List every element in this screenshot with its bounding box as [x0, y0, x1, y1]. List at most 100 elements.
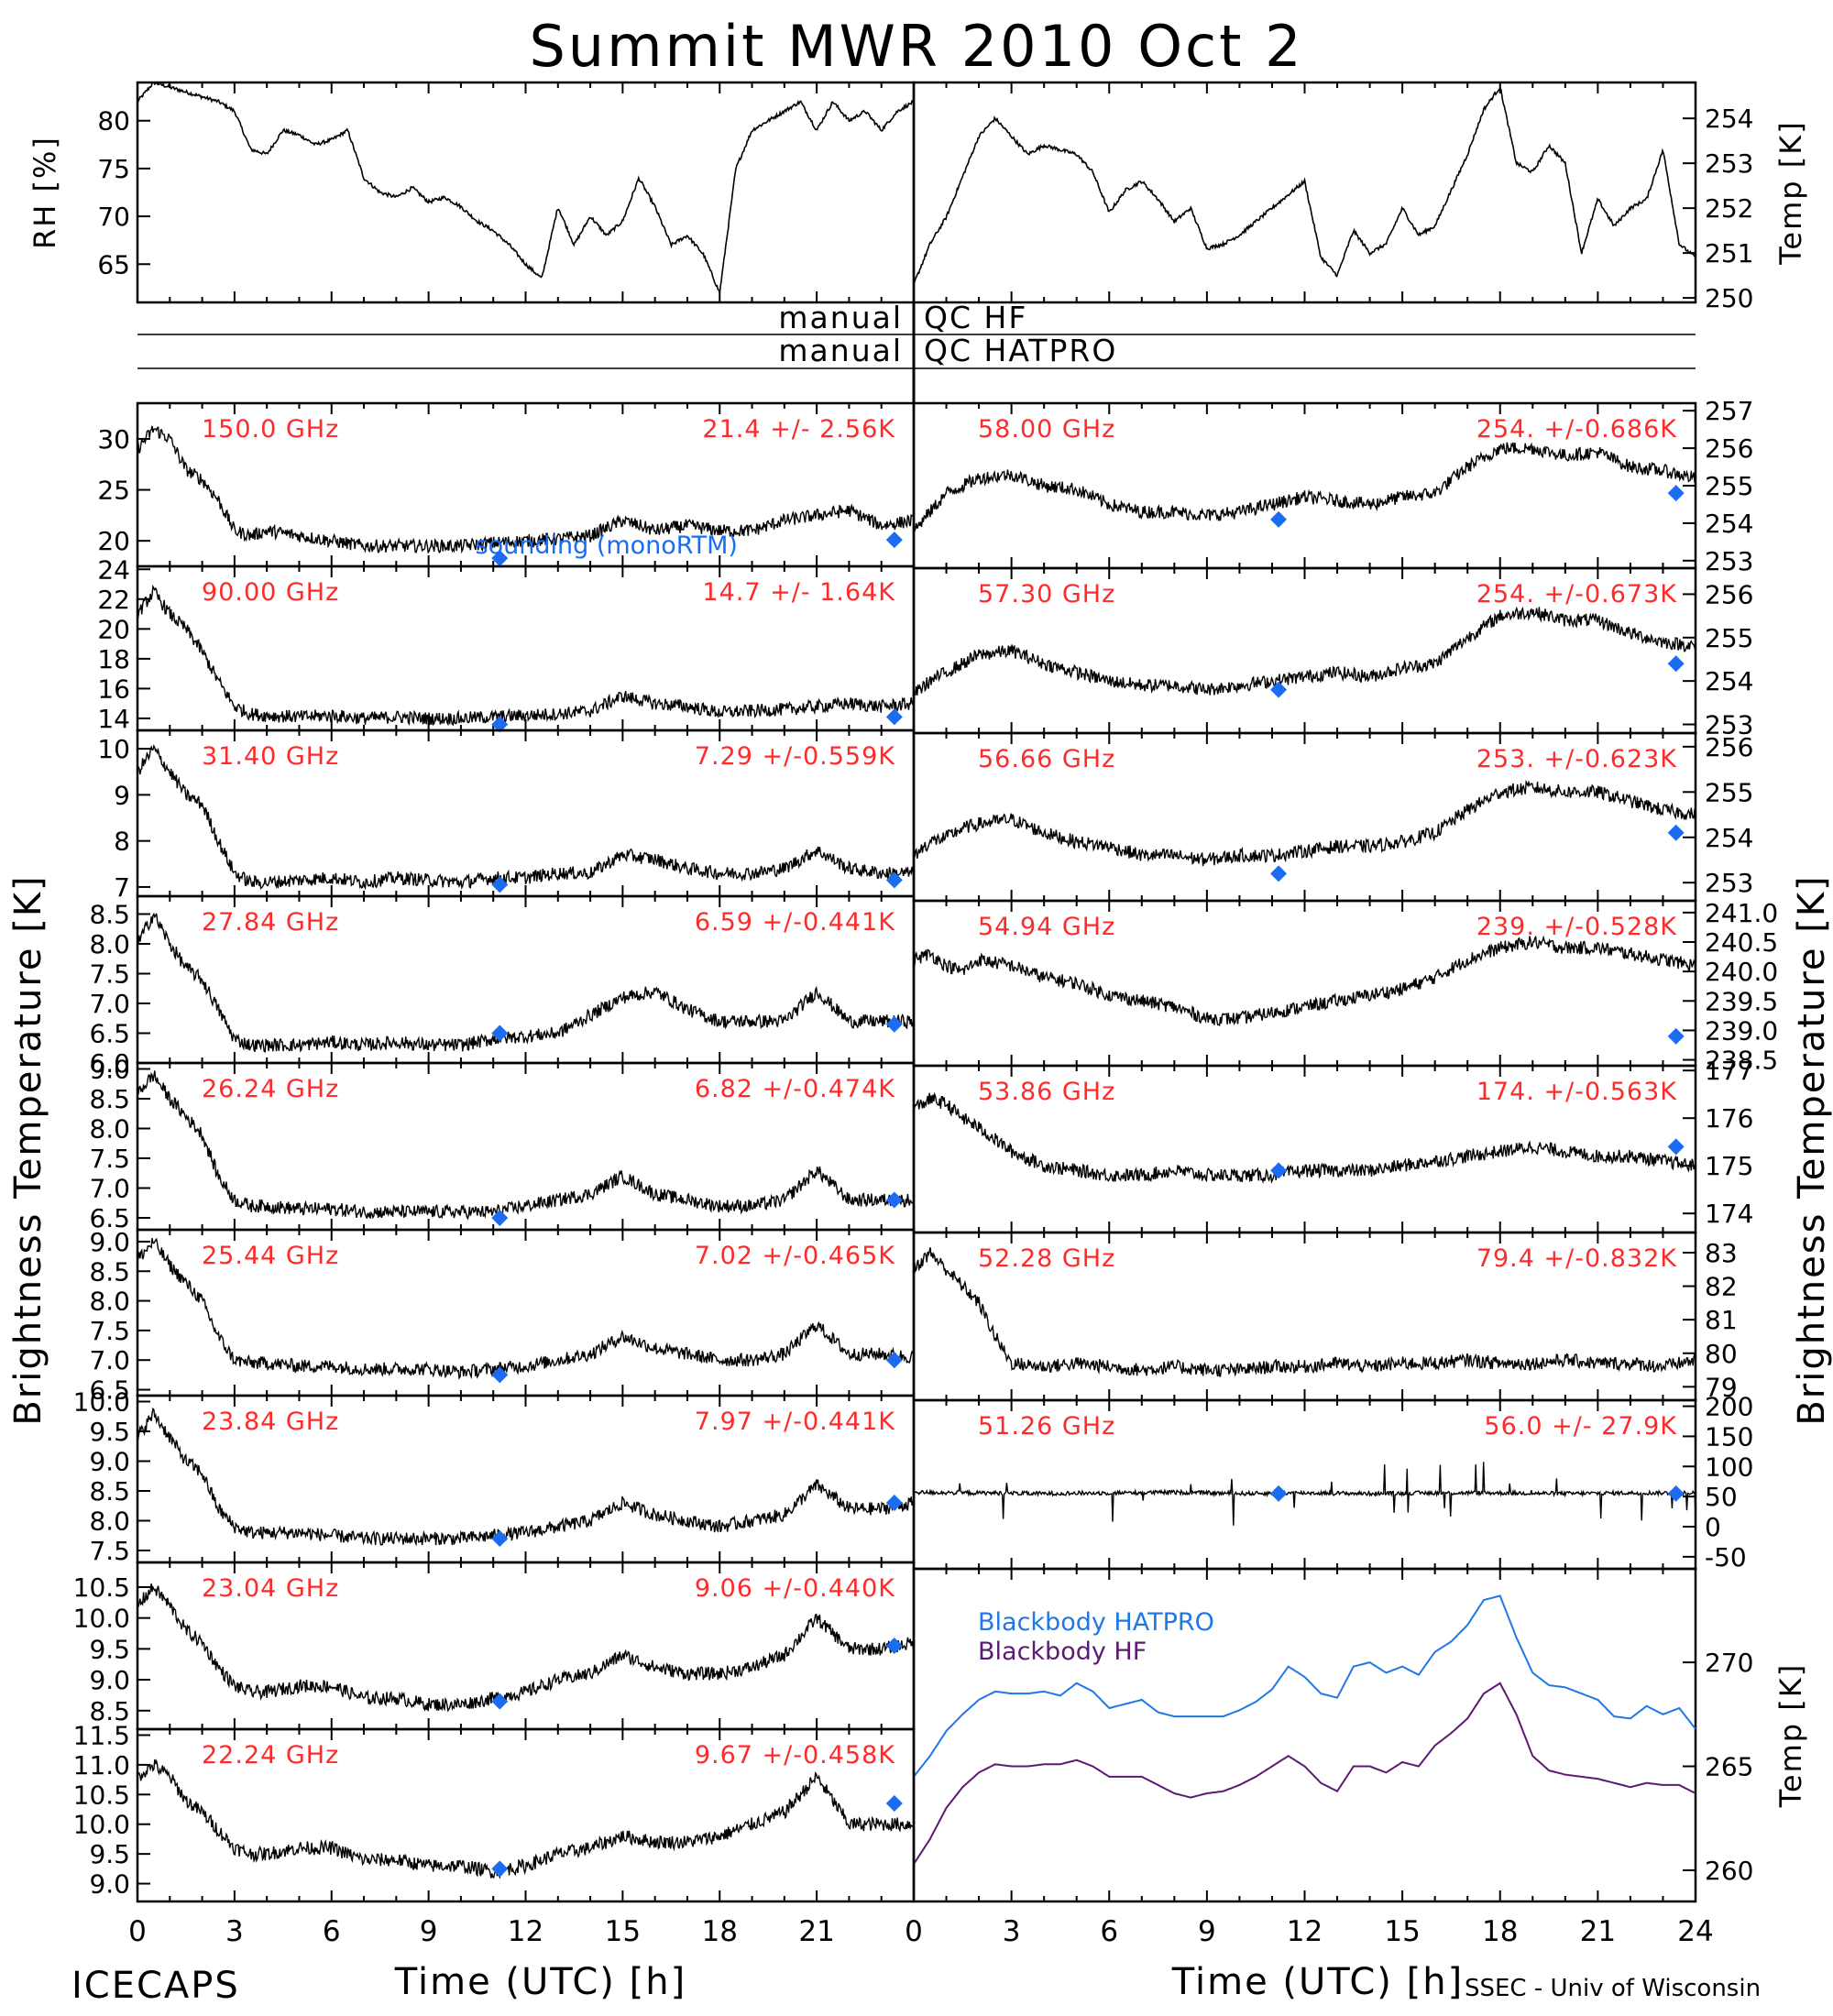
- y-tick-label: 200: [1705, 1392, 1753, 1422]
- y-tick-label: 8.5: [89, 1256, 130, 1287]
- panel-ch5386: 174 175 176 177 53.86 GHz 174. +/-0.563K: [912, 1056, 1753, 1234]
- sounding-marker: [885, 871, 903, 889]
- y-tick-label: 0: [1705, 1512, 1721, 1542]
- sounding-marker: [491, 1860, 509, 1878]
- y-tick-label: 176: [1705, 1103, 1753, 1134]
- y-tick-label: 6.5: [89, 1019, 130, 1049]
- data-trace: [913, 779, 1696, 867]
- sounding-marker: [885, 1015, 903, 1033]
- panel-frame: [136, 81, 916, 304]
- channel-stats: 7.97 +/-0.441K: [695, 1408, 895, 1436]
- y-tick-label: 7.5: [89, 1316, 130, 1346]
- channel-stats: 253. +/-0.623K: [1476, 745, 1677, 773]
- x-axis-label-right: Time (UTC) [h]: [1171, 1961, 1464, 2003]
- y-tick-label: 177: [1705, 1056, 1753, 1086]
- channel-frequency: 57.30 GHz: [978, 580, 1115, 608]
- y-tick-label: 6.5: [89, 1375, 130, 1406]
- y-tick-label: 10.5: [73, 1572, 130, 1603]
- y-tick-label: 80: [97, 106, 130, 137]
- y-tick-label: 9.5: [89, 1634, 130, 1664]
- y-tick-label: 11.5: [73, 1720, 130, 1750]
- sounding-marker: [885, 1191, 903, 1209]
- y-tick-label: 254: [1705, 509, 1753, 539]
- x-tick-label-left: 6: [323, 1915, 341, 1948]
- y-tick-label: 8.5: [89, 1084, 130, 1114]
- qc-hatpro-left-label: manual: [778, 333, 903, 368]
- channel-stats: 56.0 +/- 27.9K: [1484, 1412, 1677, 1441]
- y-tick-label: 240.5: [1705, 927, 1778, 958]
- y-tick-label: -50: [1705, 1542, 1747, 1572]
- channel-frequency: 56.66 GHz: [978, 745, 1115, 773]
- channel-frequency: 26.24 GHz: [202, 1075, 339, 1103]
- channel-frequency: 54.94 GHz: [978, 913, 1115, 941]
- sounding-marker: [491, 1366, 509, 1384]
- channel-frequency: 23.84 GHz: [202, 1408, 339, 1436]
- x-tick-label-left: 0: [128, 1915, 147, 1948]
- y-tick-label: 265: [1705, 1752, 1753, 1782]
- qc-hatpro-right-label: QC HATPRO: [924, 333, 1117, 368]
- footer-left: ICECAPS: [71, 1965, 240, 2007]
- data-trace: [137, 912, 915, 1053]
- panel-ch5666: 253 254 255 256 56.66 GHz 253. +/-0.623K: [912, 731, 1753, 903]
- y-tick-label: 241.0: [1705, 898, 1778, 928]
- y-tick-label: 16: [97, 674, 130, 704]
- y-axis-label: Temp [K]: [1773, 120, 1808, 265]
- sounding-marker: [1270, 681, 1288, 698]
- panel-frame: [912, 81, 1697, 304]
- y-tick-label: 83: [1705, 1238, 1738, 1268]
- y-tick-label: 270: [1705, 1648, 1753, 1678]
- sounding-marker: [1667, 485, 1685, 502]
- y-tick-label: 18: [97, 644, 130, 674]
- channel-stats: 21.4 +/- 2.56K: [702, 415, 895, 444]
- sounding-marker: [1270, 510, 1288, 528]
- channel-frequency: 52.28 GHz: [978, 1244, 1115, 1273]
- channel-stats: 79.4 +/-0.832K: [1476, 1244, 1677, 1273]
- y-tick-label: 6.5: [89, 1203, 130, 1233]
- channel-frequency: 51.26 GHz: [978, 1412, 1115, 1441]
- y-tick-label: 253: [1705, 710, 1753, 740]
- channel-stats: 9.06 +/-0.440K: [695, 1574, 895, 1603]
- panel-temp: 250 251 252 253 254 Temp [K]: [912, 81, 1808, 313]
- y-tick-label: 9.0: [89, 1869, 130, 1900]
- y-tick-label: 10.0: [73, 1810, 130, 1840]
- y-tick-label: 50: [1705, 1482, 1738, 1512]
- series-line-hf: [913, 1682, 1696, 1865]
- y-tick-label: 9.0: [89, 1447, 130, 1477]
- x-tick-labels: 0 3 6 9 12 15 18 21 0 3 6 9 12 15 18 21 24: [128, 1915, 1714, 1948]
- y-tick-label: 9: [114, 780, 130, 810]
- channel-frequency: 27.84 GHz: [202, 908, 339, 937]
- panel-ch2224: 9.09.510.010.511.011.5 22.24 GHz 9.67 +/-0…: [73, 1720, 916, 1903]
- y-tick-label: 25: [97, 476, 130, 506]
- sounding-marker: [491, 1024, 509, 1042]
- y-tick-label: 9.0: [89, 1055, 130, 1085]
- sounding-marker: [491, 1693, 509, 1710]
- sounding-marker: [885, 1495, 903, 1511]
- y-tick-label: 20: [97, 614, 130, 644]
- y-tick-label: 257: [1705, 396, 1753, 426]
- y-tick-label: 8.5: [89, 900, 130, 930]
- y-tick-label: 8.0: [89, 929, 130, 959]
- channel-stats: 7.29 +/-0.559K: [695, 742, 895, 771]
- y-axis-label: Temp [K]: [1773, 1663, 1808, 1808]
- data-trace: [913, 1462, 1696, 1526]
- y-tick-label: 253: [1705, 148, 1753, 179]
- y-tick-label: 7: [114, 872, 130, 903]
- y-tick-label: 8.0: [89, 1114, 130, 1145]
- y-tick-label: 175: [1705, 1151, 1753, 1181]
- y-tick-label: 256: [1705, 433, 1753, 464]
- sounding-marker: [491, 550, 509, 567]
- sounding-marker: [885, 1352, 903, 1369]
- y-tick-label: 7.5: [89, 1144, 130, 1174]
- sounding-marker: [885, 531, 903, 549]
- x-tick-label-right: 24: [1677, 1915, 1713, 1948]
- panel-ch3140: 7 8 9 10 31.40 GHz 7.29 +/-0.559K: [97, 729, 916, 903]
- x-tick-label-right: 12: [1287, 1915, 1323, 1948]
- channel-frequency: 90.00 GHz: [202, 578, 339, 607]
- data-trace: [913, 606, 1696, 696]
- qc-strips: manual QC HF manual QC HATPRO: [137, 300, 1696, 403]
- x-tick-label-left: 18: [702, 1915, 738, 1948]
- y-tick-label: 9.5: [89, 1839, 130, 1869]
- sounding-marker: [885, 708, 903, 726]
